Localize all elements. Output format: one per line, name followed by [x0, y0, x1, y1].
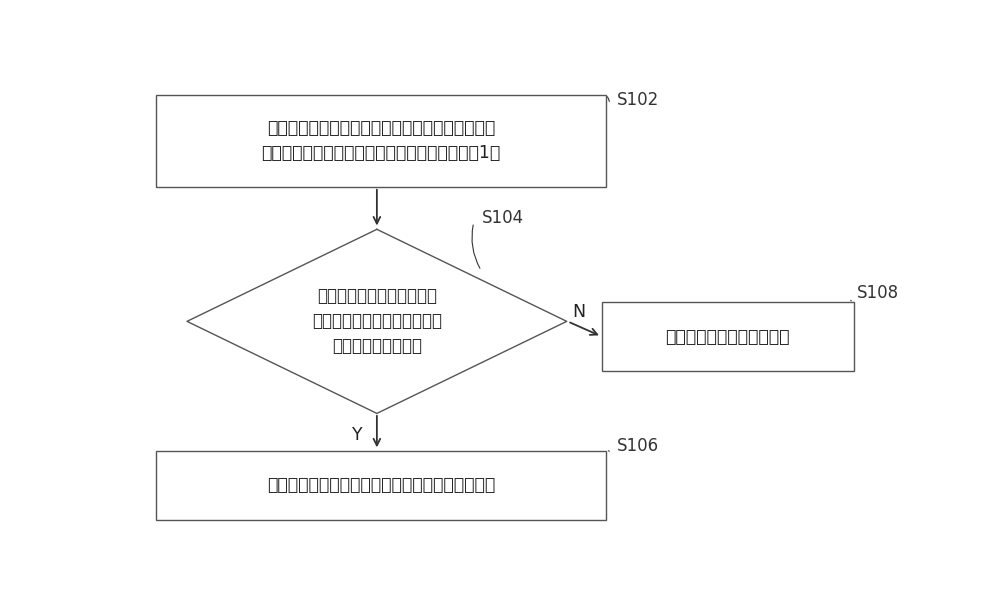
Text: 若否，则不启动该拌和设备: 若否，则不启动该拌和设备 — [665, 328, 790, 346]
Text: N: N — [572, 303, 585, 321]
Text: Y: Y — [352, 425, 363, 444]
Text: S104: S104 — [482, 208, 524, 227]
Text: 获取鸣笛按钮的鸣笛计数值；当该鸣笛按钮一次持
续按压时间超过预设时间时，该鸣笛计数值计数1次: 获取鸣笛按钮的鸣笛计数值；当该鸣笛按钮一次持 续按压时间超过预设时间时，该鸣笛计… — [261, 120, 500, 162]
Text: S106: S106 — [617, 438, 659, 455]
Text: 若是，则启动该拌和设备，并将该鸣笛计数值清零: 若是，则启动该拌和设备，并将该鸣笛计数值清零 — [267, 476, 495, 495]
Bar — [156, 451, 606, 520]
Text: 当接收到启动拌和设备的命
令时，比较该鸣笛计数值是否
大于预设的鸣笛次数: 当接收到启动拌和设备的命 令时，比较该鸣笛计数值是否 大于预设的鸣笛次数 — [312, 287, 442, 356]
Polygon shape — [187, 229, 567, 413]
Bar — [156, 95, 606, 187]
Text: S108: S108 — [857, 284, 900, 302]
Text: S102: S102 — [617, 91, 659, 109]
Bar — [602, 302, 854, 371]
